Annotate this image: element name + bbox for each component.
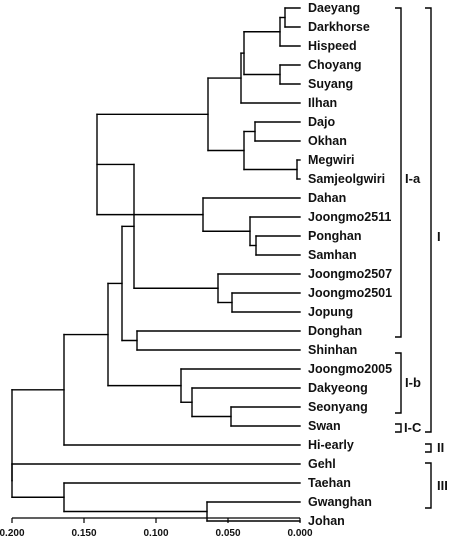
leaf-label-hispeed: Hispeed: [308, 39, 357, 53]
axis-tick-label: 0.150: [71, 528, 96, 539]
cluster-label-i-b: I-b: [405, 375, 421, 390]
cluster-label-i-a: I-a: [405, 171, 421, 186]
leaf-label-dajo: Dajo: [308, 115, 335, 129]
leaf-label-daeyang: Daeyang: [308, 1, 360, 15]
leaf-label-samjeolgwiri: Samjeolgwiri: [308, 172, 385, 186]
leaf-label-taehan: Taehan: [308, 476, 351, 490]
leaf-label-choyang: Choyang: [308, 58, 361, 72]
distance-axis: 0.200 0.150 0.100 0.050 0.000: [0, 517, 313, 539]
leaf-label-seonyang: Seonyang: [308, 400, 368, 414]
leaf-label-okhan: Okhan: [308, 134, 347, 148]
leaf-labels: Daeyang Darkhorse Hispeed Choyang Suyang…: [308, 1, 392, 528]
leaf-label-samhan: Samhan: [308, 248, 357, 262]
cluster-label-i-c: I-C: [404, 420, 422, 435]
leaf-label-joongmo2005: Joongmo2005: [308, 362, 392, 376]
axis-tick-label: 0.100: [143, 528, 168, 539]
bracket-i-b: [395, 352, 402, 414]
leaf-label-gwanghan: Gwanghan: [308, 495, 372, 509]
axis-tick-label: 0.050: [215, 528, 240, 539]
leaf-label-swan: Swan: [308, 419, 341, 433]
bracket-i-c: [395, 423, 402, 433]
leaf-label-donghan: Donghan: [308, 324, 362, 338]
leaf-label-darkhorse: Darkhorse: [308, 20, 370, 34]
leaf-label-dakyeong: Dakyeong: [308, 381, 368, 395]
bracket-ii: [425, 443, 432, 453]
axis-tick-label: 0.000: [287, 528, 312, 539]
cluster-label-iii: III: [437, 478, 448, 493]
bracket-i-a: [395, 7, 402, 338]
bracket-i: [425, 7, 432, 433]
bracket-iii: [425, 462, 432, 509]
cluster-label-i: I: [437, 229, 441, 244]
dendrogram-branches: [11, 7, 301, 522]
leaf-label-ilhan: Ilhan: [308, 96, 337, 110]
leaf-label-gehl: Gehl: [308, 457, 336, 471]
leaf-label-joongmo2511: Joongmo2511: [308, 210, 391, 224]
leaf-label-johan: Johan: [308, 514, 345, 528]
leaf-label-jopung: Jopung: [308, 305, 353, 319]
leaf-label-dahan: Dahan: [308, 191, 346, 205]
leaf-label-shinhan: Shinhan: [308, 343, 357, 357]
axis-tick-label: 0.200: [0, 528, 25, 539]
leaf-label-megwiri: Megwiri: [308, 153, 355, 167]
leaf-label-ponghan: Ponghan: [308, 229, 361, 243]
leaf-label-joongmo2507: Joongmo2507: [308, 267, 392, 281]
cluster-label-ii: II: [437, 440, 444, 455]
leaf-label-joongmo2501: Joongmo2501: [308, 286, 392, 300]
leaf-label-suyang: Suyang: [308, 77, 353, 91]
cluster-brackets: I-a I-b I-C I II III: [395, 7, 448, 509]
leaf-label-hi-early: Hi-early: [308, 438, 354, 452]
